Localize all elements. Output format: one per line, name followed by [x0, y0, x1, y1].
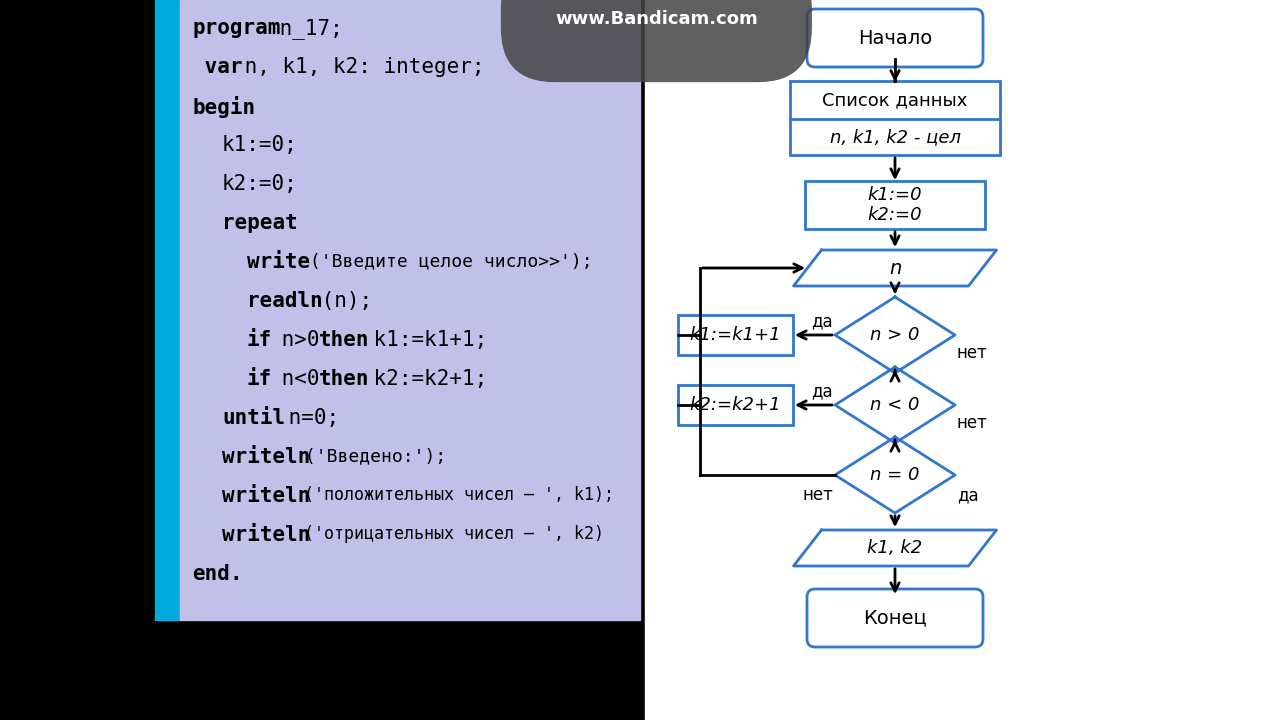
Text: Начало: Начало — [858, 29, 932, 48]
Text: n = 0: n = 0 — [870, 466, 920, 484]
Text: да: да — [957, 486, 979, 504]
Polygon shape — [835, 437, 955, 513]
Text: repeat: repeat — [221, 213, 298, 233]
Text: ('Введите целое число>>');: ('Введите целое число>>'); — [300, 252, 593, 270]
Text: k1:=0
k2:=0: k1:=0 k2:=0 — [868, 186, 923, 225]
Bar — [677, 385, 792, 425]
Bar — [645, 0, 1280, 720]
Polygon shape — [794, 530, 997, 566]
Polygon shape — [794, 250, 997, 286]
Text: writeln: writeln — [221, 447, 310, 467]
Text: n>0: n>0 — [269, 330, 332, 350]
Text: until: until — [221, 408, 285, 428]
Text: n: n — [888, 258, 901, 277]
Bar — [805, 181, 986, 229]
FancyBboxPatch shape — [806, 589, 983, 647]
Polygon shape — [835, 297, 955, 373]
Polygon shape — [835, 367, 955, 443]
Text: then: then — [319, 330, 370, 350]
Text: n_17;: n_17; — [268, 18, 343, 39]
Text: then: then — [319, 369, 370, 389]
Text: да: да — [812, 312, 833, 330]
Text: writeln: writeln — [221, 525, 310, 545]
Text: нет: нет — [957, 414, 988, 432]
Bar — [155, 0, 180, 620]
Text: n, k1, k2 - цел: n, k1, k2 - цел — [829, 128, 960, 146]
Text: k1:=k1+1;: k1:=k1+1; — [361, 330, 488, 350]
Text: n=0;: n=0; — [276, 408, 339, 428]
Text: k2:=k2+1: k2:=k2+1 — [689, 396, 781, 414]
Text: n, k1, k2: integer;: n, k1, k2: integer; — [232, 57, 485, 77]
Text: нет: нет — [803, 486, 833, 504]
Text: да: да — [812, 382, 833, 400]
Text: write: write — [247, 252, 310, 272]
Text: end.: end. — [192, 564, 242, 584]
Text: k1, k2: k1, k2 — [868, 539, 923, 557]
Text: www.Bandicam.com: www.Bandicam.com — [556, 10, 758, 28]
Text: n<0: n<0 — [269, 369, 332, 389]
Text: if: if — [247, 330, 273, 350]
Text: ('отрицательных чисел – ', k2): ('отрицательных чисел – ', k2) — [294, 525, 604, 543]
Text: program: program — [192, 18, 280, 38]
Text: begin: begin — [192, 96, 255, 118]
Text: Список данных: Список данных — [822, 91, 968, 109]
Text: ('положительных чисел – ', k1);: ('положительных чисел – ', k1); — [294, 486, 614, 504]
Bar — [180, 0, 640, 620]
Text: n < 0: n < 0 — [870, 396, 920, 414]
FancyBboxPatch shape — [806, 9, 983, 67]
Text: n > 0: n > 0 — [870, 326, 920, 344]
Text: нет: нет — [957, 344, 988, 362]
Text: (n);: (n); — [308, 291, 372, 311]
Text: k2:=0;: k2:=0; — [221, 174, 298, 194]
Bar — [677, 315, 792, 355]
Text: k1:=k1+1: k1:=k1+1 — [689, 326, 781, 344]
Text: writeln: writeln — [221, 486, 310, 506]
Text: Конец: Конец — [863, 608, 927, 628]
Text: k1:=0;: k1:=0; — [221, 135, 298, 155]
Text: readln: readln — [247, 291, 323, 311]
Text: ('Введено:');: ('Введено:'); — [294, 447, 447, 465]
Bar — [790, 81, 1000, 155]
Text: var: var — [192, 57, 242, 77]
Text: if: if — [247, 369, 273, 389]
Text: k2:=k2+1;: k2:=k2+1; — [361, 369, 488, 389]
